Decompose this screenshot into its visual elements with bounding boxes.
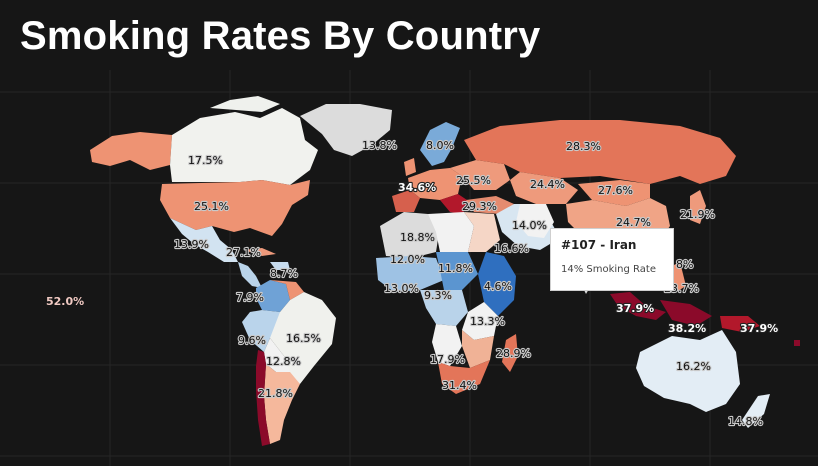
hover-tooltip: #107 - Iran 14% Smoking Rate — [550, 228, 674, 291]
label-caribbean: 8.7% — [270, 267, 298, 280]
country-tanzania[interactable] — [462, 302, 498, 340]
label-spain: 34.6% — [398, 181, 436, 194]
country-iran[interactable] — [516, 204, 554, 238]
country-central-america[interactable] — [238, 262, 262, 288]
country-usa[interactable] — [160, 180, 310, 236]
country-greenland[interactable] — [300, 104, 392, 156]
country-canada-islands[interactable] — [210, 96, 280, 112]
country-caribbean[interactable] — [270, 262, 290, 270]
country-eastern-europe[interactable] — [450, 160, 510, 190]
country-colombia[interactable] — [256, 280, 290, 312]
label-chad: 11.8% — [438, 262, 473, 275]
label-mexico: 13.9% — [174, 238, 209, 251]
label-australia: 16.2% — [676, 360, 711, 373]
country-cuba[interactable] — [244, 248, 276, 256]
country-south-africa[interactable] — [438, 360, 490, 394]
country-indonesia-west[interactable] — [610, 292, 666, 320]
label-indonesia-west: 37.9% — [616, 302, 654, 315]
label-new-zealand: 14.8% — [728, 415, 763, 428]
label-russia: 28.3% — [566, 140, 601, 153]
label-south-africa: 31.4% — [442, 379, 477, 392]
country-russia[interactable] — [464, 120, 736, 184]
country-libya[interactable] — [428, 212, 474, 252]
value-labels: 17.5% 13.8% 8.0% 28.3% 25.1% 34.6% 25.5%… — [45, 138, 779, 429]
country-western-europe[interactable] — [408, 168, 462, 200]
label-papua: 37.9% — [740, 322, 778, 335]
label-egypt: 16.6% — [494, 242, 529, 255]
label-pacific: 52.0% — [46, 295, 84, 308]
label-colombia: 7.9% — [236, 291, 264, 304]
country-mongolia[interactable] — [578, 180, 650, 206]
label-cuba: 27.1% — [226, 246, 261, 259]
label-central-africa: 9.3% — [424, 289, 452, 302]
country-scandinavia[interactable] — [420, 122, 460, 166]
country-east-africa[interactable] — [478, 252, 516, 316]
label-mongolia: 27.6% — [598, 184, 633, 197]
country-italy-balkans[interactable] — [440, 194, 470, 214]
country-north-africa-west[interactable] — [380, 212, 440, 258]
label-turkey: 29.3% — [462, 200, 497, 213]
label-usa: 25.1% — [194, 200, 229, 213]
country-alaska[interactable] — [90, 132, 172, 170]
country-madagascar[interactable] — [502, 334, 518, 372]
country-papua[interactable] — [720, 316, 760, 332]
country-turkey[interactable] — [466, 196, 514, 214]
label-tanzania: 13.3% — [470, 315, 505, 328]
label-bolivia: 12.8% — [266, 355, 301, 368]
label-china: 24.7% — [616, 216, 651, 229]
label-indonesia-central: 38.2% — [668, 322, 706, 335]
country-west-africa[interactable] — [376, 256, 444, 292]
label-east-africa: 4.6% — [484, 280, 512, 293]
page-title: Smoking Rates By Country — [20, 14, 541, 58]
country-uk[interactable] — [404, 158, 416, 176]
country-peru[interactable] — [242, 310, 280, 352]
label-angola: 17.9% — [430, 353, 465, 366]
tooltip-title: #107 - Iran — [561, 238, 637, 252]
label-vietnam: 8% — [676, 258, 693, 271]
label-peru: 9.6% — [238, 334, 266, 347]
label-madagascar: 28.9% — [496, 347, 531, 360]
country-mexico[interactable] — [170, 218, 238, 262]
country-southern-africa[interactable] — [462, 330, 494, 368]
country-japan[interactable] — [690, 190, 706, 224]
country-angola[interactable] — [432, 324, 462, 366]
country-argentina[interactable] — [264, 364, 300, 444]
label-brazil: 16.5% — [286, 332, 321, 345]
tooltip-body: 14% Smoking Rate — [561, 264, 656, 275]
country-australia[interactable] — [636, 330, 740, 412]
label-japan: 21.9% — [680, 208, 715, 221]
label-chile-argentina: 21.8% — [258, 387, 293, 400]
label-canada: 17.5% — [188, 154, 223, 167]
label-greenland: 13.8% — [362, 139, 397, 152]
label-sierra-leone: 13.0% — [384, 282, 419, 295]
country-new-zealand[interactable] — [742, 394, 770, 428]
label-ukraine: 25.5% — [456, 174, 491, 187]
country-chile[interactable] — [256, 350, 270, 446]
country-canada[interactable] — [170, 108, 318, 185]
country-indonesia-central[interactable] — [660, 300, 712, 326]
label-iran: 14.0% — [512, 219, 547, 232]
country-egypt[interactable] — [464, 212, 500, 252]
label-libya: 18.8% — [400, 231, 435, 244]
country-spain[interactable] — [392, 190, 420, 212]
country-venezuela[interactable] — [270, 280, 304, 300]
label-kazakhstan: 24.4% — [530, 178, 565, 191]
country-chad[interactable] — [436, 252, 478, 290]
country-central-africa[interactable] — [420, 290, 468, 326]
label-west-africa: 12.0% — [390, 253, 425, 266]
country-brazil[interactable] — [266, 292, 336, 384]
label-scandinavia: 8.0% — [426, 139, 454, 152]
country-pacific-islands[interactable] — [794, 340, 800, 346]
country-bolivia[interactable] — [264, 338, 290, 372]
country-kazakhstan[interactable] — [510, 172, 578, 204]
